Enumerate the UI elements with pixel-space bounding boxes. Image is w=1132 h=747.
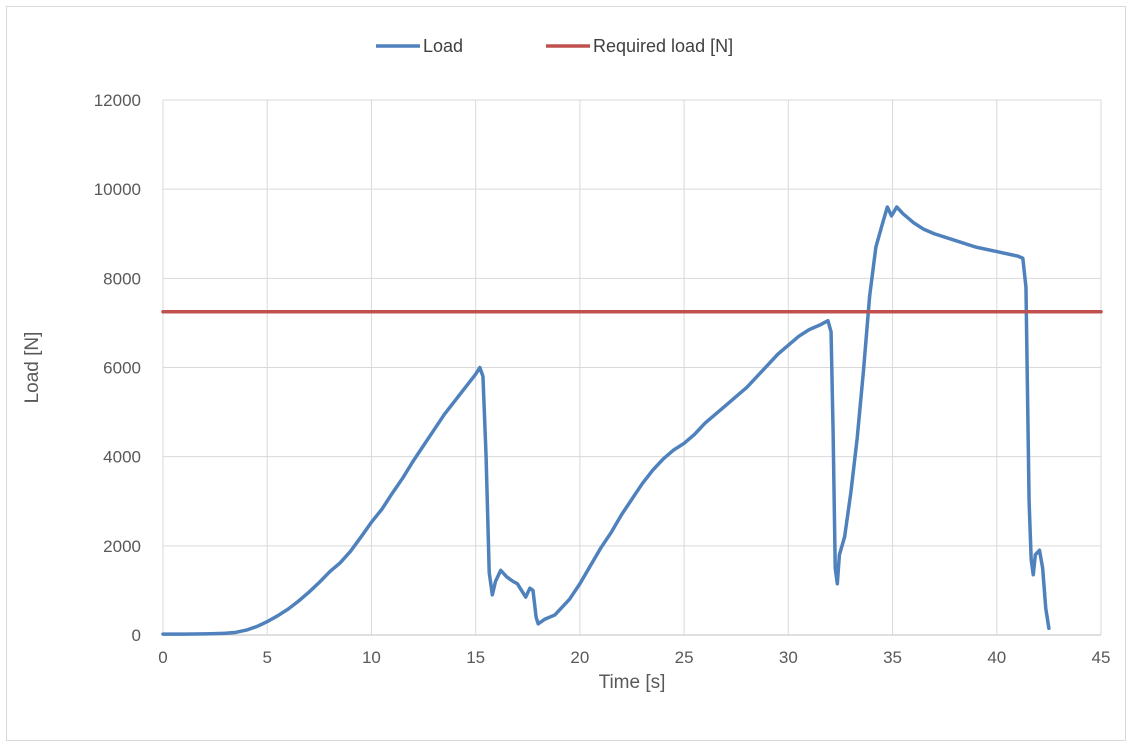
x-tick-label: 5 [262, 648, 271, 667]
y-tick-label: 10000 [94, 180, 141, 199]
x-axis-title: Time [s] [599, 672, 666, 693]
legend-label-required-load: Required load [N] [593, 36, 733, 56]
x-tick-label: 0 [158, 648, 167, 667]
y-tick-label: 12000 [94, 91, 141, 110]
x-tick-label: 40 [987, 648, 1006, 667]
series-layer [161, 205, 1103, 636]
y-tick-label: 6000 [103, 359, 141, 378]
y-tick-label: 2000 [103, 537, 141, 556]
gridlines [162, 99, 1102, 636]
y-tick-label: 4000 [103, 448, 141, 467]
y-axis-title: Load [N] [22, 332, 43, 404]
x-tick-label: 10 [362, 648, 381, 667]
x-tick-label: 30 [779, 648, 798, 667]
y-tick-label: 0 [132, 626, 141, 645]
chart-frame [6, 6, 1126, 741]
x-tick-label: 45 [1092, 648, 1111, 667]
x-tick-label: 35 [883, 648, 902, 667]
tick-labels: 0 2000 4000 6000 8000 10000 12000 0 5 10 15 20 25 30 3… [94, 91, 1111, 667]
x-tick-label: 15 [466, 648, 485, 667]
legend-label-load: Load [423, 36, 463, 56]
x-tick-label: 20 [570, 648, 589, 667]
series-line-load [161, 205, 1051, 636]
y-tick-label: 8000 [103, 269, 141, 288]
x-tick-label: 25 [675, 648, 694, 667]
legend: Load Required load [N] [376, 36, 733, 56]
